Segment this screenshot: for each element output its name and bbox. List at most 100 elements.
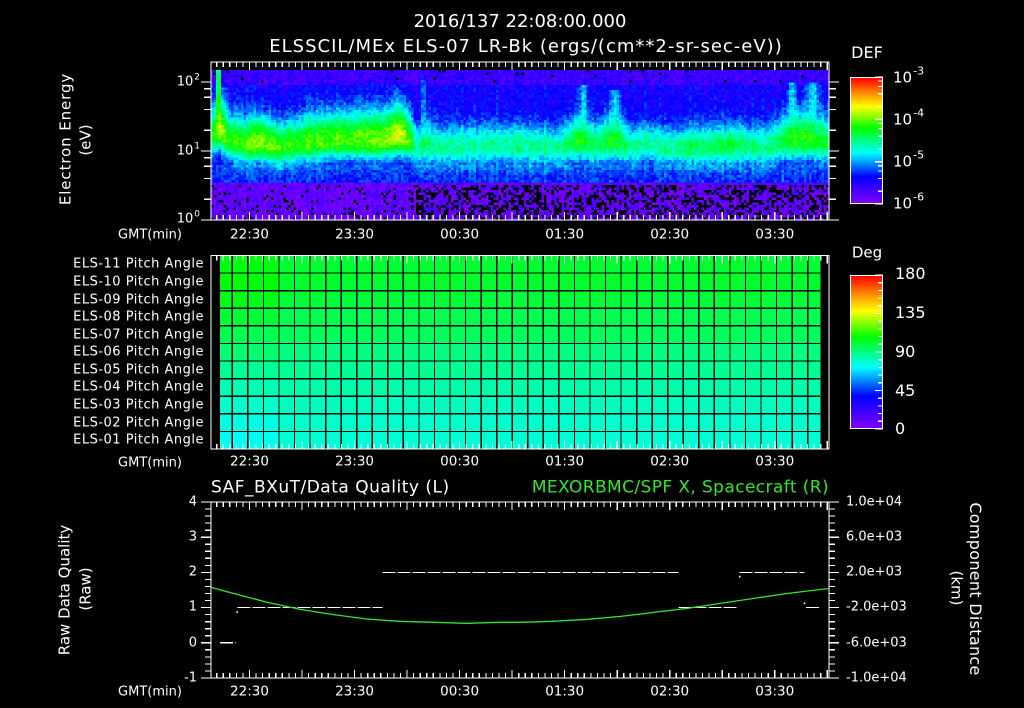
pitch-angle-cell xyxy=(512,255,529,274)
pitch-angle-cell xyxy=(263,290,280,309)
pitch-angle-cell xyxy=(621,273,637,291)
pitch-angle-cell xyxy=(220,255,233,274)
tick-exponent: 2 xyxy=(194,72,200,83)
pitch-row-label-els-09: ELS-09 Pitch Angle xyxy=(73,292,204,307)
pitch-angle-cell xyxy=(418,413,435,432)
pitch-angle-cell xyxy=(652,431,669,450)
time-axis-label: GMT(min) xyxy=(118,684,182,700)
pitch-angle-cell xyxy=(341,361,358,379)
pitch-angle-cell xyxy=(683,308,700,327)
right-axis-tick-label: 6.0e+03 xyxy=(846,529,903,545)
pitch-angle-cell xyxy=(792,343,808,362)
pitch-angle-cell xyxy=(636,290,653,309)
tick-base: 10 xyxy=(893,194,913,213)
pitch-angle-cell xyxy=(434,325,451,344)
pitch-angle-cell xyxy=(558,431,575,450)
pitch-angle-cell xyxy=(294,290,311,309)
pitch-angle-cell xyxy=(761,308,777,327)
pitch-angle-cell xyxy=(356,255,373,274)
pitch-row-label-els-01: ELS-01 Pitch Angle xyxy=(73,432,204,448)
tick-exponent: 1 xyxy=(194,141,200,152)
pitch-angle-cell xyxy=(387,396,404,415)
pitch-angle-cell xyxy=(450,325,466,344)
pitch-angle-cell xyxy=(325,378,342,397)
def-colorbar-title: DEF xyxy=(851,43,883,62)
spacecraft-x-distance-line xyxy=(210,586,830,624)
pitch-angle-cell xyxy=(481,273,497,291)
pitch-angle-cell xyxy=(341,413,358,432)
pitch-angle-cell xyxy=(247,413,264,432)
pitch-angle-cell xyxy=(481,413,497,432)
pitch-angle-cell xyxy=(558,273,575,291)
pitch-angle-cell xyxy=(356,273,373,291)
pitch-angle-cell xyxy=(465,255,482,274)
pitch-angle-cell xyxy=(807,343,821,362)
pitch-angle-cell xyxy=(356,343,373,362)
pitch-angle-cell xyxy=(465,343,482,362)
pitch-angle-cell xyxy=(698,413,715,432)
pitch-angle-cell xyxy=(652,273,669,291)
pitch-angle-cell xyxy=(745,413,762,432)
pitch-angle-cell xyxy=(263,378,280,397)
pitch-angle-cell xyxy=(496,290,513,309)
pitch-angle-cell xyxy=(605,431,622,450)
pitch-angle-cell xyxy=(589,396,606,415)
pitch-angle-cell xyxy=(403,273,420,291)
pitch-angle-cell xyxy=(278,273,295,291)
pitch-angle-cell xyxy=(745,255,762,274)
energy-spectrogram-image xyxy=(211,70,829,220)
pitch-angle-cell xyxy=(403,396,420,415)
time-tick-label: 00:30 xyxy=(440,226,480,243)
pitch-angle-cell xyxy=(356,308,373,327)
pitch-angle-cell xyxy=(543,343,560,362)
pitch-angle-cell xyxy=(605,255,622,274)
pitch-angle-cell xyxy=(605,378,622,397)
pitch-angle-cell xyxy=(683,255,700,274)
pitch-angle-cell xyxy=(403,325,420,344)
pitch-angle-cell xyxy=(761,396,777,415)
pitch-angle-cell xyxy=(558,308,575,327)
pitch-angle-cell xyxy=(714,378,731,397)
deg-colorbar-tick-label: 90 xyxy=(895,342,916,361)
pitch-angle-cell xyxy=(263,308,280,327)
pitch-angle-cell xyxy=(325,396,342,415)
pitch-angle-cell xyxy=(574,308,591,327)
pitch-angle-cell xyxy=(247,431,264,450)
pitch-angle-cell xyxy=(792,290,808,309)
pitch-angle-cell xyxy=(745,343,762,362)
pitch-angle-cell xyxy=(543,378,560,397)
pitch-angle-cell xyxy=(481,343,497,362)
pitch-angle-cell xyxy=(807,255,821,274)
pitch-angle-cell xyxy=(496,343,513,362)
pitch-angle-cell xyxy=(434,378,451,397)
pitch-angle-cell xyxy=(278,343,295,362)
pitch-angle-cell xyxy=(403,308,420,327)
energy-axis-title: Electron Energy xyxy=(56,72,75,206)
pitch-angle-cell xyxy=(683,378,700,397)
pitch-row-label-els-11: ELS-11 Pitch Angle xyxy=(73,256,204,272)
pitch-angle-cell xyxy=(481,308,497,327)
pitch-angle-cell xyxy=(387,378,404,397)
data-quality-point xyxy=(236,611,239,613)
left-axis-tick-label: 1 xyxy=(188,599,197,615)
pitch-angle-cell xyxy=(761,431,777,450)
pitch-angle-cell xyxy=(294,431,311,450)
pitch-angle-cell xyxy=(574,396,591,415)
pitch-angle-cell xyxy=(278,361,295,379)
pitch-angle-cell xyxy=(232,343,249,362)
pitch-angle-cell xyxy=(683,273,700,291)
pitch-angle-cell xyxy=(636,361,653,379)
pitch-angle-cell xyxy=(667,343,684,362)
pitch-angle-cell xyxy=(247,325,264,344)
pitch-angle-cell xyxy=(543,325,560,344)
tick-base: 10 xyxy=(176,211,194,227)
energy-tick-label: 100 xyxy=(176,210,200,227)
time-tick-label: 01:30 xyxy=(545,226,585,243)
left-axis-tick-label: 4 xyxy=(188,494,197,510)
pitch-angle-cell xyxy=(574,413,591,432)
pitch-angle-cell xyxy=(341,343,358,362)
def-colorbar-tick-label: 10-3 xyxy=(893,66,924,86)
pitch-angle-cell xyxy=(683,431,700,450)
pitch-angle-cell xyxy=(776,273,793,291)
pitch-angle-cell xyxy=(434,273,451,291)
